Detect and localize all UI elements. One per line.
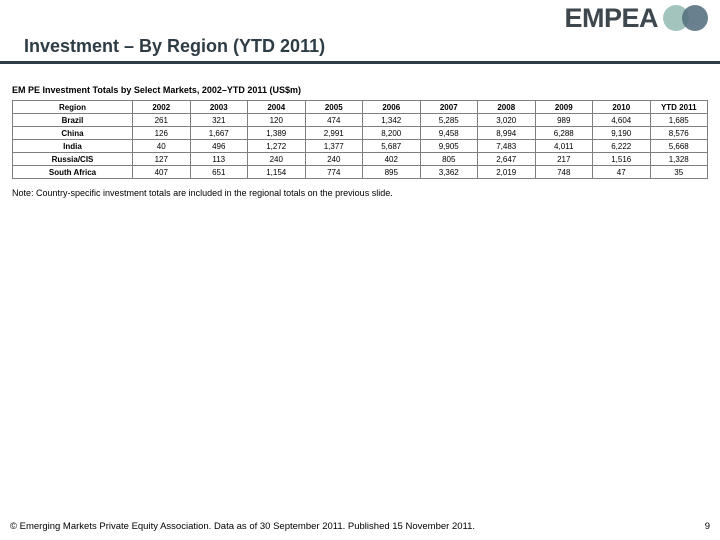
value-cell: 321 bbox=[189, 113, 248, 127]
value-cell: 3,362 bbox=[419, 165, 478, 179]
value-cell: 407 bbox=[132, 165, 191, 179]
value-cell: 4,604 bbox=[592, 113, 651, 127]
value-cell: 8,576 bbox=[649, 126, 708, 140]
col-header-year: 2007 bbox=[419, 100, 478, 114]
value-cell: 9,190 bbox=[592, 126, 651, 140]
value-cell: 2,991 bbox=[304, 126, 363, 140]
value-cell: 1,272 bbox=[247, 139, 306, 153]
value-cell: 217 bbox=[534, 152, 593, 166]
value-cell: 8,994 bbox=[477, 126, 536, 140]
value-cell: 5,285 bbox=[419, 113, 478, 127]
region-label: China bbox=[12, 126, 133, 140]
empea-logo-circles-icon bbox=[663, 5, 708, 31]
value-cell: 5,687 bbox=[362, 139, 421, 153]
value-cell: 1,377 bbox=[304, 139, 363, 153]
value-cell: 40 bbox=[132, 139, 191, 153]
value-cell: 1,389 bbox=[247, 126, 306, 140]
region-label: Russia/CIS bbox=[12, 152, 133, 166]
col-header-year: 2003 bbox=[189, 100, 248, 114]
value-cell: 5,668 bbox=[649, 139, 708, 153]
investment-table: Region 2002 2003 2004 2005 2006 2007 2008 2009 20… bbox=[12, 100, 708, 179]
title-divider bbox=[0, 61, 720, 64]
col-header-year: 2009 bbox=[534, 100, 593, 114]
value-cell: 126 bbox=[132, 126, 191, 140]
table-head: Region 2002 2003 2004 2005 2006 2007 2008 2009 20… bbox=[12, 100, 708, 114]
value-cell: 240 bbox=[304, 152, 363, 166]
note-text: Note: Country-specific investment totals… bbox=[12, 188, 393, 198]
col-header-year: 2006 bbox=[362, 100, 421, 114]
value-cell: 113 bbox=[189, 152, 248, 166]
region-label: South Africa bbox=[12, 165, 133, 179]
table-row: China 126 1,667 1,389 2,991 8,200 9,458 8,994 6,… bbox=[12, 126, 708, 140]
value-cell: 8,200 bbox=[362, 126, 421, 140]
region-label: India bbox=[12, 139, 133, 153]
value-cell: 805 bbox=[419, 152, 478, 166]
page-number: 9 bbox=[704, 521, 710, 532]
table-row: South Africa 407 651 1,154 774 895 3,362 2,019 7… bbox=[12, 165, 708, 179]
value-cell: 240 bbox=[247, 152, 306, 166]
value-cell: 895 bbox=[362, 165, 421, 179]
value-cell: 774 bbox=[304, 165, 363, 179]
empea-logo-text: EMPEA bbox=[564, 2, 658, 33]
value-cell: 127 bbox=[132, 152, 191, 166]
value-cell: 47 bbox=[592, 165, 651, 179]
value-cell: 989 bbox=[534, 113, 593, 127]
value-cell: 35 bbox=[649, 165, 708, 179]
table-body: Brazil 261 321 120 474 1,342 5,285 3,020 989 4,60… bbox=[12, 113, 708, 179]
value-cell: 120 bbox=[247, 113, 306, 127]
col-header-year: 2005 bbox=[304, 100, 363, 114]
value-cell: 1,667 bbox=[189, 126, 248, 140]
table-row: India 40 496 1,272 1,377 5,687 9,905 7,483 4,011… bbox=[12, 139, 708, 153]
value-cell: 2,647 bbox=[477, 152, 536, 166]
table-row: Brazil 261 321 120 474 1,342 5,285 3,020 989 4,60… bbox=[12, 113, 708, 127]
value-cell: 748 bbox=[534, 165, 593, 179]
col-header-region: Region bbox=[12, 100, 133, 114]
value-cell: 1,328 bbox=[649, 152, 708, 166]
col-header-year: 2010 bbox=[592, 100, 651, 114]
footer: © Emerging Markets Private Equity Associ… bbox=[10, 521, 710, 532]
value-cell: 1,516 bbox=[592, 152, 651, 166]
col-header-year: 2002 bbox=[132, 100, 191, 114]
table-caption: EM PE Investment Totals by Select Market… bbox=[12, 85, 301, 95]
value-cell: 1,685 bbox=[649, 113, 708, 127]
value-cell: 496 bbox=[189, 139, 248, 153]
region-label: Brazil bbox=[12, 113, 133, 127]
table-header-row: Region 2002 2003 2004 2005 2006 2007 2008 2009 20… bbox=[12, 100, 708, 114]
value-cell: 2,019 bbox=[477, 165, 536, 179]
value-cell: 3,020 bbox=[477, 113, 536, 127]
value-cell: 402 bbox=[362, 152, 421, 166]
empea-logo: EMPEA bbox=[564, 4, 714, 32]
value-cell: 6,222 bbox=[592, 139, 651, 153]
value-cell: 1,154 bbox=[247, 165, 306, 179]
value-cell: 261 bbox=[132, 113, 191, 127]
value-cell: 4,011 bbox=[534, 139, 593, 153]
value-cell: 7,483 bbox=[477, 139, 536, 153]
table-row: Russia/CIS 127 113 240 240 402 805 2,647 217 1,51… bbox=[12, 152, 708, 166]
value-cell: 9,458 bbox=[419, 126, 478, 140]
value-cell: 651 bbox=[189, 165, 248, 179]
page-title: Investment – By Region (YTD 2011) bbox=[24, 36, 326, 56]
col-header-year: 2008 bbox=[477, 100, 536, 114]
value-cell: 474 bbox=[304, 113, 363, 127]
value-cell: 6,288 bbox=[534, 126, 593, 140]
value-cell: 9,905 bbox=[419, 139, 478, 153]
value-cell: 1,342 bbox=[362, 113, 421, 127]
footer-attribution: © Emerging Markets Private Equity Associ… bbox=[10, 521, 476, 532]
col-header-year: 2004 bbox=[247, 100, 306, 114]
col-header-year: YTD 2011 bbox=[649, 100, 708, 114]
